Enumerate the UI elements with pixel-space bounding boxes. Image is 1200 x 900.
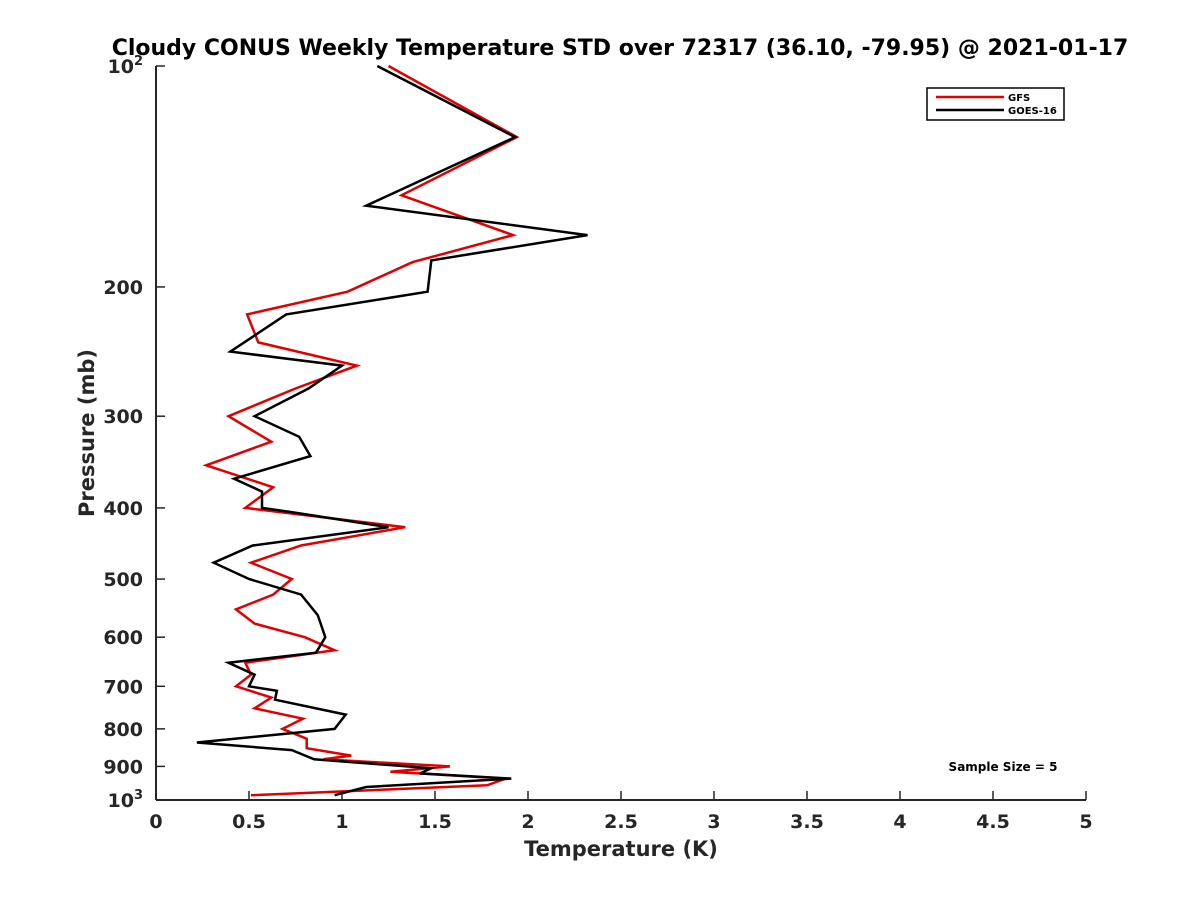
x-tick-label: 1.5 (418, 811, 452, 833)
x-tick-label: 4 (893, 811, 906, 833)
x-tick-label: 2 (521, 811, 534, 833)
chart-title: Cloudy CONUS Weekly Temperature STD over… (112, 36, 1129, 61)
y-tick-label: 400 (103, 498, 143, 520)
y-tick-label: 900 (103, 756, 143, 778)
y-tick-label: 300 (103, 406, 143, 428)
y-tick-label: 600 (103, 627, 143, 649)
y-tick-label: 102 (108, 54, 144, 78)
y-tick-label: 200 (103, 277, 143, 299)
x-tick-label: 3 (707, 811, 720, 833)
legend-box (926, 87, 1065, 121)
x-tick-label: 0.5 (232, 811, 266, 833)
series-line-gfs (202, 64, 520, 797)
x-tick-label: 4.5 (976, 811, 1010, 833)
y-tick-label: 700 (103, 676, 143, 698)
x-tick-label: 0 (149, 811, 162, 833)
x-axis-ticks: 0 0.5 1 1.5 2 2.5 3 3.5 4 4.5 5 (149, 791, 1093, 833)
sample-size-annotation: Sample Size = 5 (949, 760, 1058, 774)
x-tick-label: 5 (1079, 811, 1092, 833)
legend: GFS GOES-16 (926, 87, 1065, 121)
y-axis-label: Pressure (mb) (75, 349, 99, 517)
legend-label-goes16: GOES-16 (1008, 106, 1057, 117)
y-tick-label: 103 (108, 788, 144, 812)
y-tick-label: 800 (103, 719, 143, 741)
x-tick-label: 1 (335, 811, 348, 833)
axes (155, 66, 1086, 801)
x-tick-label: 3.5 (790, 811, 824, 833)
x-axis-label: Temperature (K) (524, 837, 718, 861)
plot-area (196, 64, 588, 797)
x-tick-label: 2.5 (604, 811, 638, 833)
series-line-goes16 (196, 64, 588, 797)
legend-label-gfs: GFS (1008, 93, 1030, 104)
y-axis-ticks: 102 200 300 400 500 600 700 800 900 103 (103, 54, 165, 812)
y-tick-label: 500 (103, 569, 143, 591)
